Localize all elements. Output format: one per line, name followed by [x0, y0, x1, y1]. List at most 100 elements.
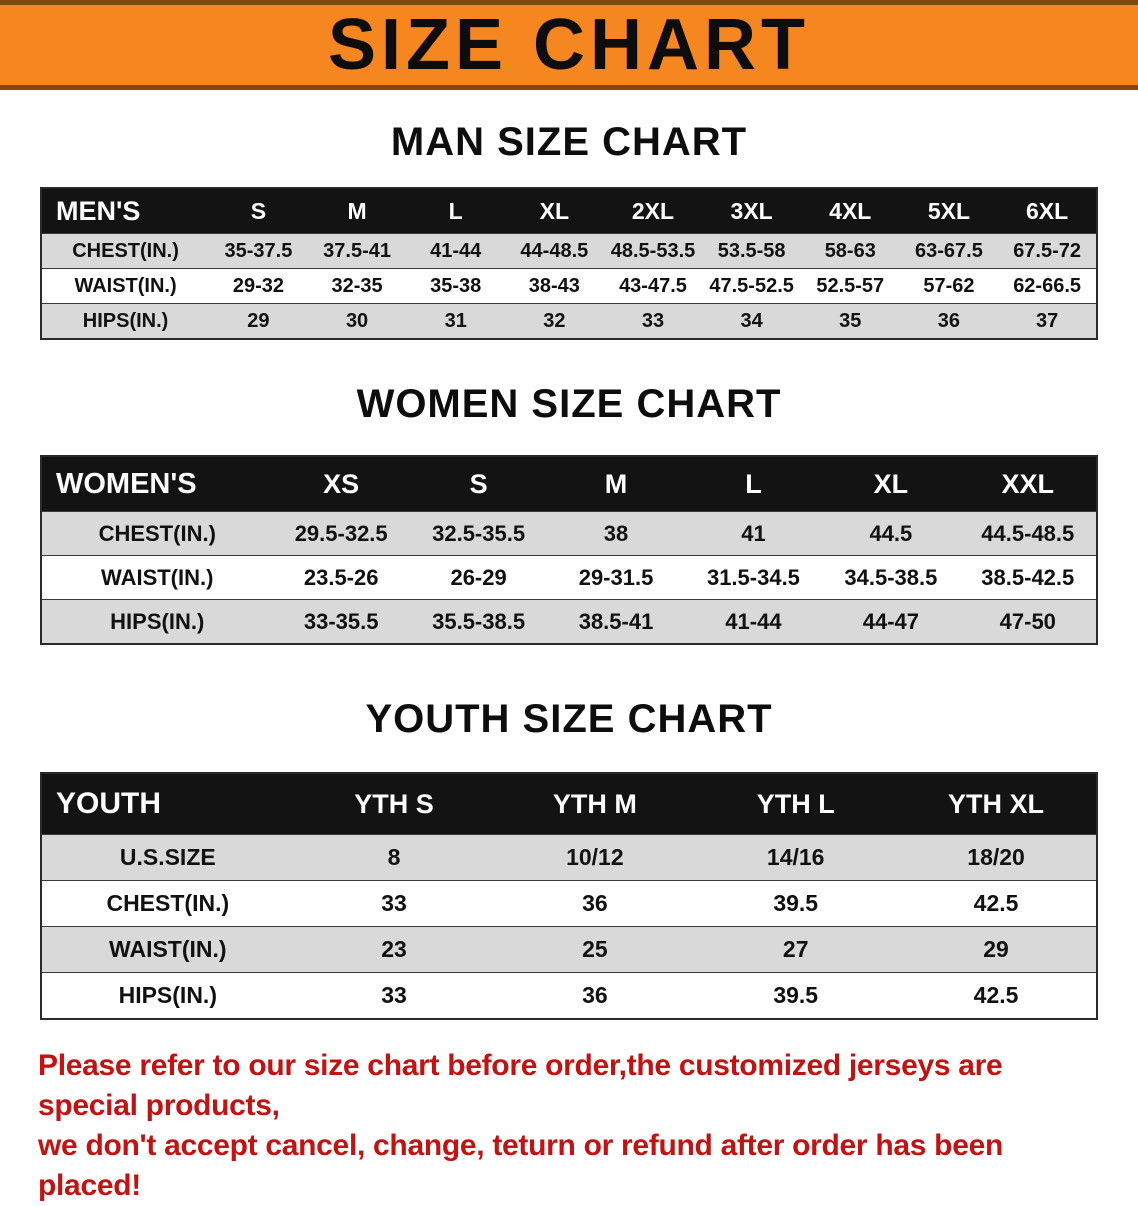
size-value: 14/16 [695, 834, 897, 881]
size-value: 33 [603, 303, 703, 340]
size-value: 29 [209, 303, 308, 340]
size-value: 32 [505, 303, 604, 340]
size-column-header: YTH S [293, 773, 495, 835]
row-label: HIPS(IN.) [41, 972, 294, 1020]
size-value: 25 [494, 926, 696, 973]
table-row: CHEST(IN.) 33 36 39.5 42.5 [41, 880, 1097, 927]
size-column-header: M [307, 188, 407, 234]
size-value: 10/12 [494, 834, 696, 881]
row-label: WAIST(IN.) [41, 926, 294, 973]
size-value: 26-29 [409, 555, 548, 600]
row-label: WAIST(IN.) [41, 555, 273, 600]
size-column-header: XS [272, 456, 410, 512]
size-value: 44-48.5 [505, 233, 604, 269]
size-value: 33 [293, 880, 495, 927]
size-column-header: 3XL [702, 188, 801, 234]
size-value: 29 [896, 926, 1097, 973]
size-value: 41 [684, 511, 823, 556]
size-value: 67.5-72 [998, 233, 1097, 269]
table-row: WAIST(IN.) 29-32 32-35 35-38 38-43 43-47.5 47.… [41, 268, 1097, 304]
size-column-header: 4XL [800, 188, 900, 234]
size-value: 53.5-58 [702, 233, 801, 269]
size-value: 38 [547, 511, 685, 556]
size-value: 29-32 [209, 268, 308, 304]
size-value: 47.5-52.5 [702, 268, 801, 304]
size-column-header: YTH L [695, 773, 897, 835]
size-value: 41-44 [684, 599, 823, 645]
size-value: 38.5-41 [547, 599, 685, 645]
size-value: 38.5-42.5 [959, 555, 1097, 600]
size-value: 42.5 [896, 880, 1097, 927]
row-label: U.S.SIZE [41, 834, 294, 881]
size-chart-banner: SIZE CHART [0, 0, 1138, 90]
size-value: 62-66.5 [998, 268, 1097, 304]
table-header-row: MEN'S S M L XL 2XL 3XL 4XL 5XL 6XL [41, 188, 1097, 234]
size-value: 41-44 [406, 233, 506, 269]
size-column-header: YTH M [494, 773, 696, 835]
size-column-header: XL [505, 188, 604, 234]
table-row: WAIST(IN.) 23.5-26 26-29 29-31.5 31.5-34.5 34… [41, 555, 1097, 600]
size-value: 35-38 [406, 268, 506, 304]
table-row: U.S.SIZE 8 10/12 14/16 18/20 [41, 834, 1097, 881]
table-row: HIPS(IN.) 33 36 39.5 42.5 [41, 972, 1097, 1020]
size-value: 37 [998, 303, 1097, 340]
row-label: CHEST(IN.) [41, 880, 294, 927]
size-value: 44-47 [822, 599, 960, 645]
table-row: WAIST(IN.) 23 25 27 29 [41, 926, 1097, 973]
size-column-header: S [209, 188, 308, 234]
size-value: 8 [293, 834, 495, 881]
size-column-header: L [406, 188, 506, 234]
size-value: 32.5-35.5 [409, 511, 548, 556]
size-value: 36 [494, 880, 696, 927]
table-row: CHEST(IN.) 35-37.5 37.5-41 41-44 44-48.5 48.5… [41, 233, 1097, 269]
size-value: 27 [695, 926, 897, 973]
size-value: 44.5 [822, 511, 960, 556]
size-value: 37.5-41 [307, 233, 407, 269]
size-value: 63-67.5 [899, 233, 999, 269]
size-value: 31.5-34.5 [684, 555, 823, 600]
table-row: HIPS(IN.) 33-35.5 35.5-38.5 38.5-41 41-44 44-… [41, 599, 1097, 645]
size-column-header: L [684, 456, 823, 512]
size-value: 18/20 [896, 834, 1097, 881]
size-value: 57-62 [899, 268, 999, 304]
row-label: HIPS(IN.) [41, 303, 210, 340]
size-value: 48.5-53.5 [603, 233, 703, 269]
size-value: 43-47.5 [603, 268, 703, 304]
table-corner-label: MEN'S [41, 188, 210, 234]
size-value: 33 [293, 972, 495, 1020]
size-value: 29.5-32.5 [272, 511, 410, 556]
size-value: 58-63 [800, 233, 900, 269]
size-value: 34.5-38.5 [822, 555, 960, 600]
table-corner-label: YOUTH [41, 773, 294, 835]
table-header-row: YOUTH YTH S YTH M YTH L YTH XL [41, 773, 1097, 835]
row-label: HIPS(IN.) [41, 599, 273, 645]
men-size-table: MEN'S S M L XL 2XL 3XL 4XL 5XL 6XL CHEST(IN.) 35-37… [40, 187, 1098, 340]
youth-size-chart-heading: YOUTH SIZE CHART [365, 697, 773, 741]
disclaimer-line-2: we don't accept cancel, change, teturn o… [38, 1128, 1003, 1202]
women-size-table: WOMEN'S XS S M L XL XXL CHEST(IN.) 29.5-32.5 32.5… [40, 455, 1098, 645]
size-value: 31 [406, 303, 506, 340]
size-column-header: 6XL [998, 188, 1097, 234]
size-column-header: S [409, 456, 548, 512]
women-size-chart-heading: WOMEN SIZE CHART [356, 382, 782, 426]
size-value: 36 [899, 303, 999, 340]
size-column-header: M [547, 456, 685, 512]
size-value: 32-35 [307, 268, 407, 304]
youth-size-table: YOUTH YTH S YTH M YTH L YTH XL U.S.SIZE 8 10/12… [40, 772, 1098, 1020]
row-label: CHEST(IN.) [41, 511, 273, 556]
size-value: 52.5-57 [800, 268, 900, 304]
size-value: 30 [307, 303, 407, 340]
size-value: 39.5 [695, 880, 897, 927]
row-label: CHEST(IN.) [41, 233, 210, 269]
size-value: 47-50 [959, 599, 1097, 645]
size-column-header: 5XL [899, 188, 999, 234]
size-value: 34 [702, 303, 801, 340]
size-value: 35.5-38.5 [409, 599, 548, 645]
size-value: 23 [293, 926, 495, 973]
disclaimer-line-1: Please refer to our size chart before or… [38, 1049, 1003, 1122]
size-column-header: XXL [959, 456, 1097, 512]
size-value: 44.5-48.5 [959, 511, 1097, 556]
size-column-header: 2XL [603, 188, 703, 234]
man-size-chart-heading: MAN SIZE CHART [390, 120, 748, 164]
size-value: 36 [494, 972, 696, 1020]
